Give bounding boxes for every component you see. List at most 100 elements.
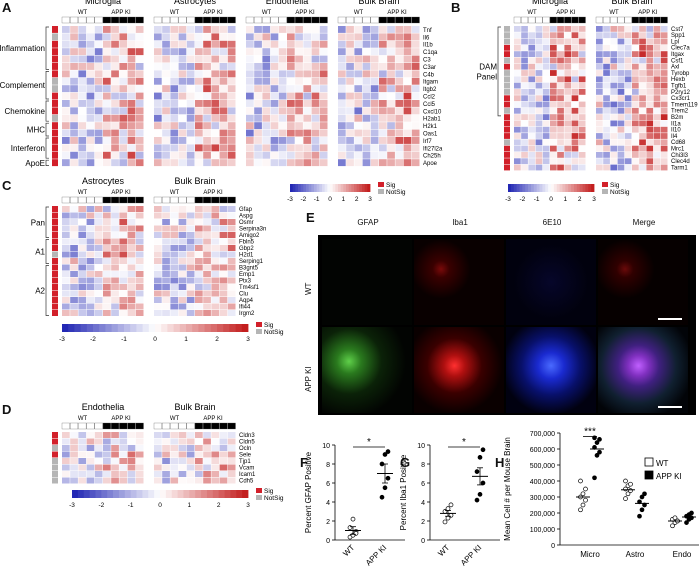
- heatmap-cell: [411, 92, 420, 100]
- h-point-endo-wt: [675, 518, 680, 524]
- legend-gradient-cell: [348, 184, 352, 192]
- heatmap-cell: [127, 77, 136, 85]
- gene-label: Ccl5: [423, 102, 436, 108]
- heatmap-cell: [411, 70, 420, 78]
- heatmap-cell: [403, 144, 412, 152]
- legend-gradient-cell: [536, 184, 540, 192]
- heatmap-cell: [632, 76, 639, 83]
- heatmap-cell: [111, 277, 119, 284]
- heatmap-cell: [135, 77, 144, 85]
- heatmap-cell: [170, 212, 179, 219]
- heatmap-cell: [62, 159, 70, 167]
- heatmap-cell: [170, 85, 179, 93]
- heatmap-cell: [535, 164, 543, 171]
- heatmap-cell: [660, 107, 668, 114]
- heatmap-cell: [162, 107, 170, 115]
- heatmap-cell: [395, 100, 404, 107]
- e-col-gfap: GFAP: [357, 218, 379, 227]
- legend-gradient-cell: [93, 324, 100, 332]
- genotype-bar-cell: [119, 196, 128, 204]
- heatmap-cell: [70, 225, 78, 232]
- heatmap-cell: [186, 464, 195, 471]
- heatmap-cell: [387, 55, 395, 63]
- heatmap-cell: [203, 122, 211, 130]
- legend-gradient-cell: [161, 324, 168, 332]
- heatmap-cell: [287, 77, 295, 85]
- heatmap-cell: [178, 92, 187, 100]
- h-point-endo-wt: [670, 517, 675, 522]
- heatmap-cell: [535, 145, 543, 152]
- heatmap-cell: [403, 85, 412, 93]
- heatmap-cell: [639, 89, 646, 95]
- sig-cell: [504, 38, 510, 45]
- heatmap-cell: [186, 258, 195, 264]
- heatmap-cell: [178, 477, 187, 484]
- heatmap-cell: [617, 89, 625, 95]
- genotype-bar-cell: [61, 422, 70, 430]
- legend-gradient-cell: [68, 324, 75, 332]
- heatmap-cell: [162, 33, 170, 41]
- legend-tick: -1: [314, 196, 320, 203]
- heatmap-cell: [186, 159, 195, 167]
- heatmap-cell: [617, 164, 625, 171]
- heatmap-cell: [578, 95, 586, 102]
- legend-gradient-cell: [571, 184, 575, 192]
- genotype-bar-cell: [535, 16, 543, 24]
- heatmap-cell: [311, 122, 320, 130]
- heatmap-cell: [195, 144, 203, 152]
- heatmap-cell: [287, 92, 295, 100]
- heatmap-cell: [178, 310, 187, 316]
- heatmap-cell: [660, 89, 668, 95]
- heatmap-cell: [103, 284, 111, 290]
- heatmap-cell: [278, 129, 287, 137]
- heatmap-cell: [94, 151, 103, 159]
- legend-gradient-cell: [177, 490, 184, 498]
- heatmap-cell: [387, 92, 395, 100]
- sig-cell: [52, 206, 58, 212]
- sig-cell: [504, 114, 510, 120]
- heatmap-cell: [103, 70, 111, 78]
- heatmap-cell: [338, 159, 346, 167]
- heatmap-cell: [303, 100, 312, 107]
- heatmap-cell: [632, 44, 639, 51]
- heatmap-cell: [311, 33, 320, 41]
- heatmap-cell: [550, 89, 557, 95]
- heatmap-cell: [94, 438, 103, 445]
- heatmap-cell: [354, 70, 363, 78]
- g-ytick-label: 8: [421, 462, 425, 469]
- heatmap-cell: [211, 445, 220, 451]
- heatmap-cell: [186, 26, 195, 33]
- f-ytick-label: 0: [326, 538, 330, 545]
- category-bracket: [45, 159, 49, 166]
- legend-gradient-cell: [183, 490, 190, 498]
- heatmap-cell: [319, 26, 328, 33]
- heatmap-cell: [135, 26, 144, 33]
- heatmap-cell: [528, 126, 536, 133]
- h-point-micro-wt: [578, 507, 583, 513]
- genotype-bar-cell: [102, 196, 111, 204]
- heatmap-cell: [135, 303, 144, 310]
- heatmap-cell: [303, 40, 312, 48]
- sig-cell: [52, 85, 58, 93]
- heatmap-cell: [203, 206, 211, 212]
- heatmap-cell: [660, 51, 668, 57]
- legend-sig-swatch: [256, 322, 262, 327]
- legend-notsig-label: NotSig: [386, 189, 406, 196]
- heatmap-cell: [660, 44, 668, 51]
- heatmap-cell: [578, 32, 586, 39]
- heatmap-cell: [528, 63, 536, 70]
- heatmap-cell: [62, 70, 70, 78]
- heatmap-cell: [219, 477, 228, 484]
- category-label: MHC: [27, 126, 45, 135]
- heatmap-cell: [411, 129, 420, 137]
- heatmap-cell: [624, 63, 632, 70]
- gene-label: Emp1: [239, 272, 255, 278]
- heatmap-cell: [227, 33, 236, 41]
- heatmap-cell: [78, 477, 87, 484]
- heatmap-cell: [354, 77, 363, 85]
- heatmap-cell: [170, 26, 179, 33]
- group-title-0: Microglia: [532, 0, 568, 6]
- heatmap-cell: [564, 82, 572, 89]
- heatmap-cell: [311, 92, 320, 100]
- heatmap-cell: [103, 212, 111, 219]
